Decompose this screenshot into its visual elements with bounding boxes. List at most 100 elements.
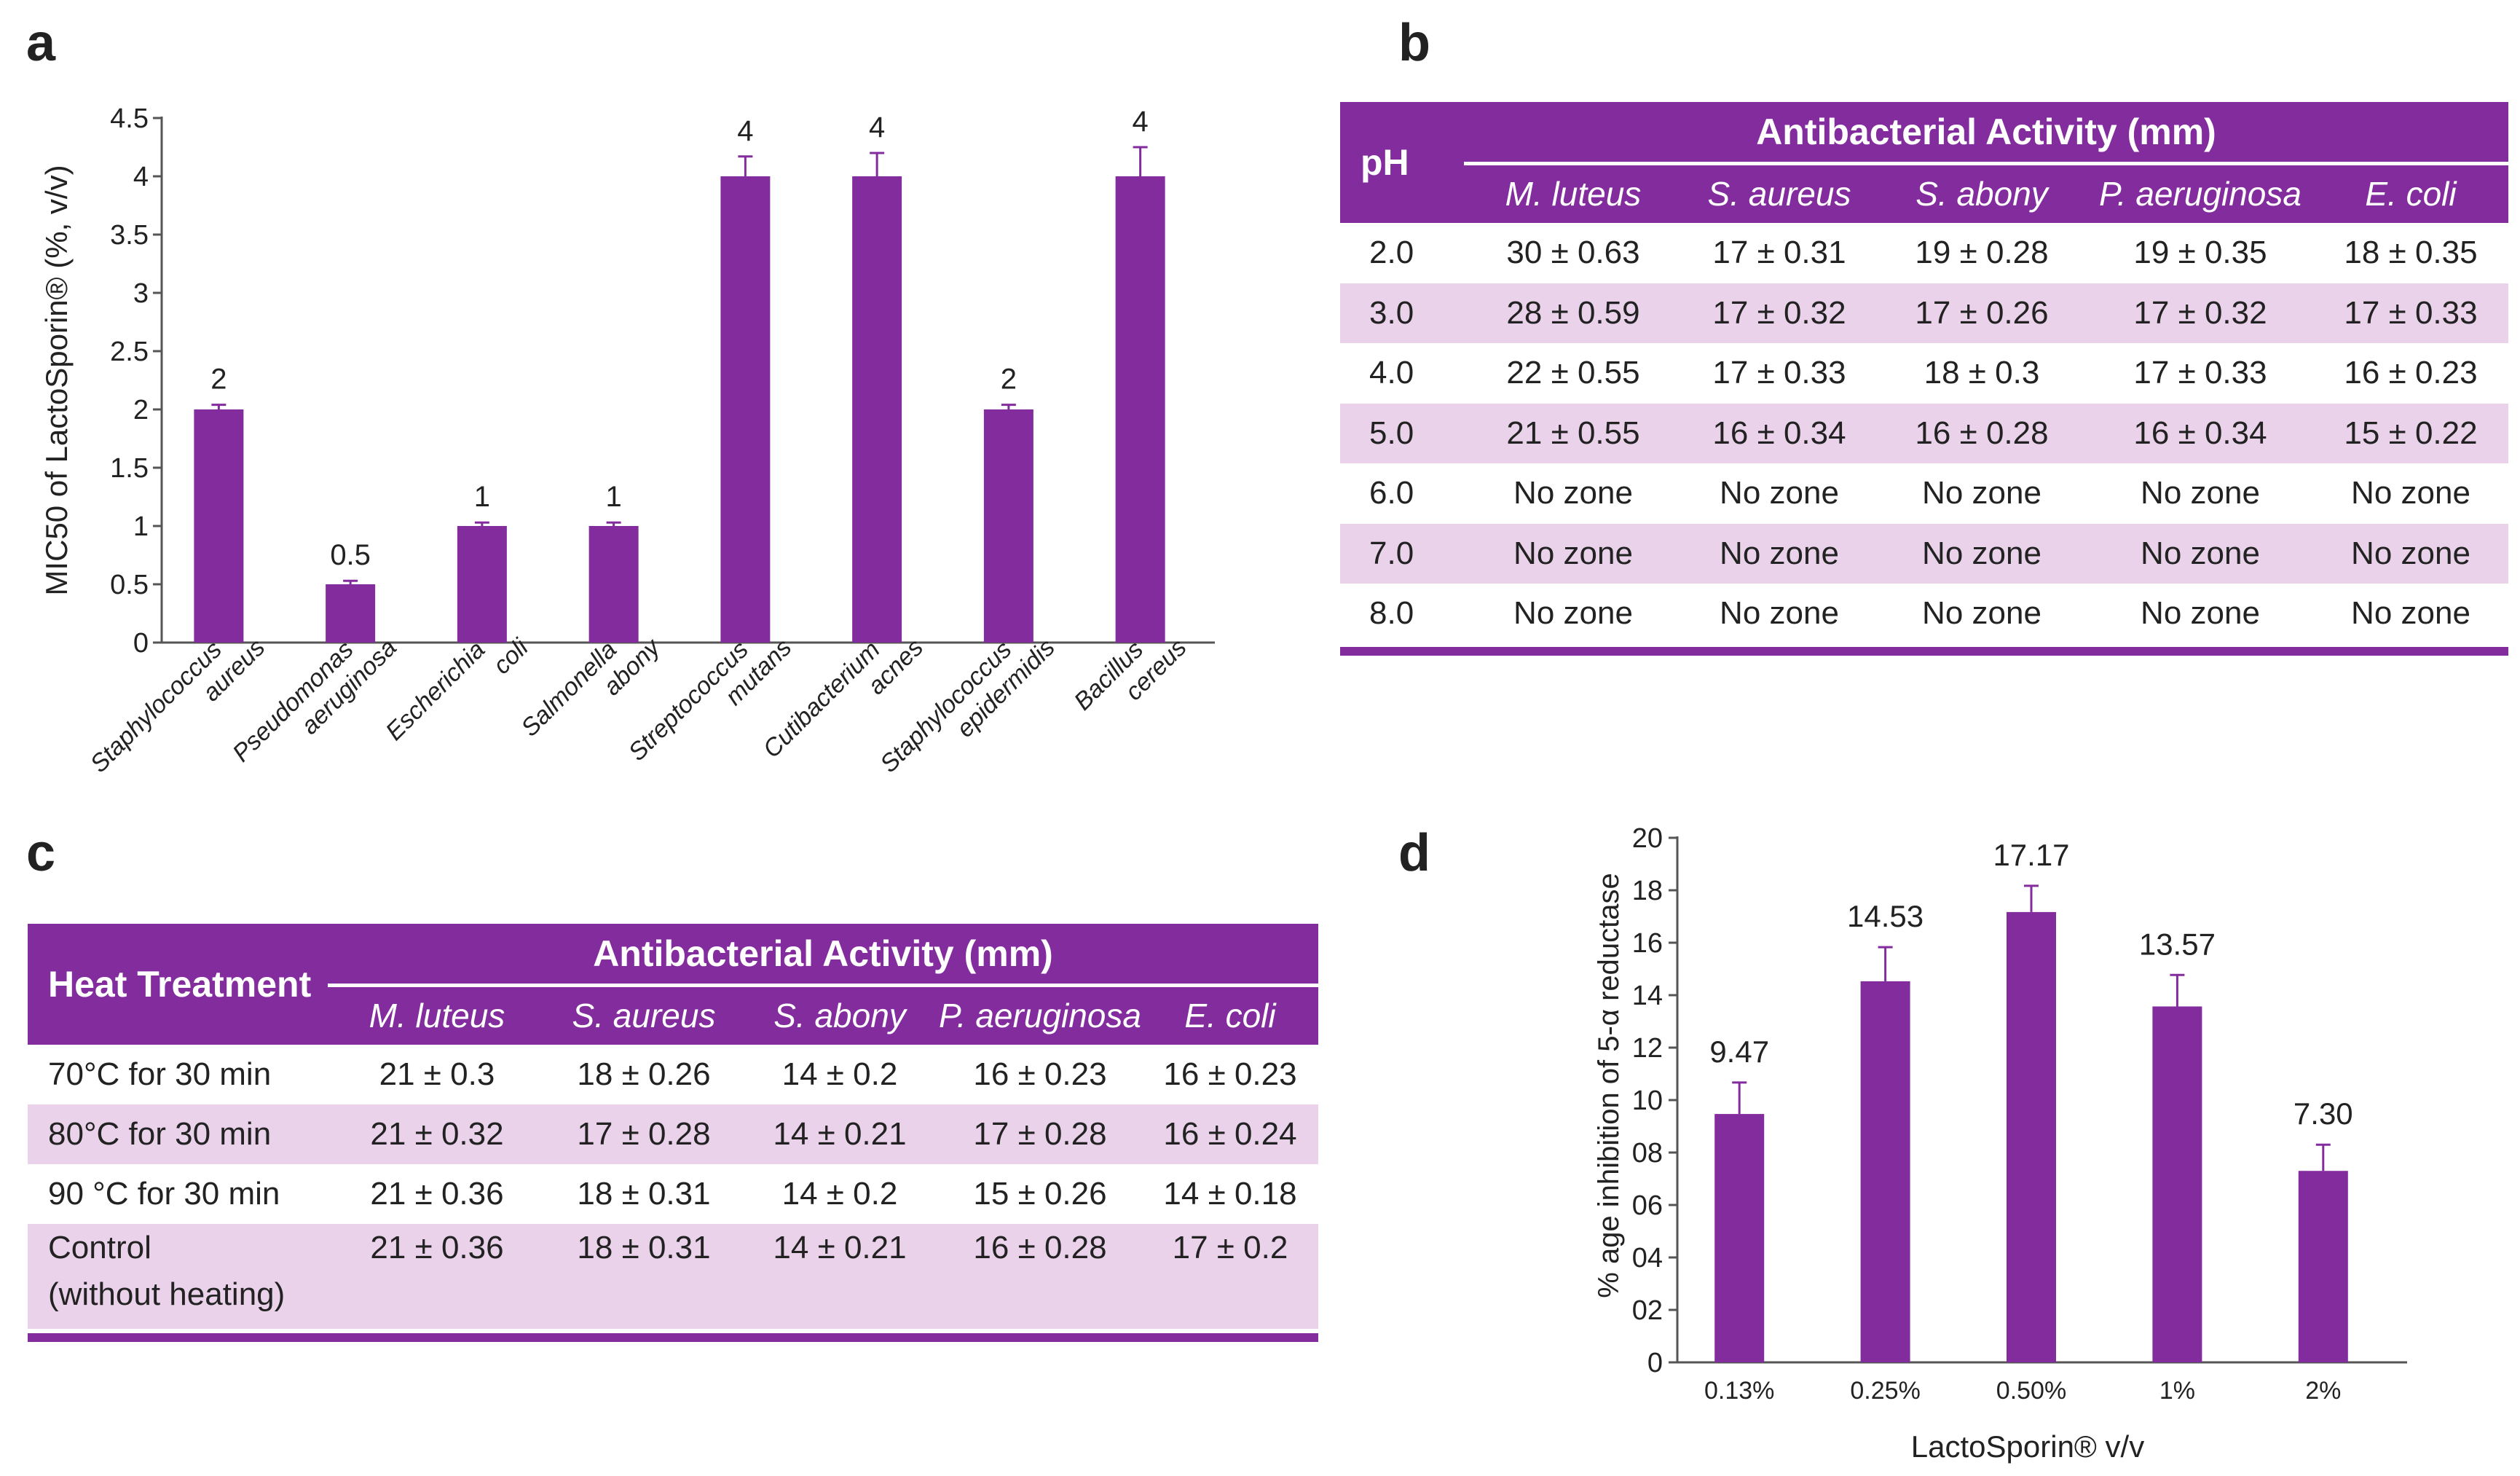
table-b-cell: 17 ± 0.33 [2344, 294, 2478, 331]
bar [1714, 1114, 1765, 1362]
table-c-col-header: S. aureus [572, 997, 716, 1035]
table-c-row: 70°C for 30 min 21 ± 0.3 18 ± 0.26 14 ± 0.2… [28, 1045, 1318, 1104]
table-c-title-header: Antibacterial Activity (mm) [328, 924, 1318, 987]
bar [2007, 911, 2056, 1362]
table-c-cell: 17 ± 0.28 [973, 1116, 1107, 1152]
y-tick-label: 02 [1632, 1295, 1663, 1326]
table-b-row: 6.0 No zone No zone No zone No zone No zone [1340, 463, 2508, 524]
table-c-cell: 16 ± 0.28 [973, 1230, 1107, 1265]
y-tick-label: 0.5 [110, 570, 149, 600]
table-b-cell: 17 ± 0.26 [1915, 294, 2049, 331]
table-c-cell: 14 ± 0.18 [1163, 1176, 1297, 1212]
bar [194, 409, 244, 643]
table-b-col-header: E. coli [2365, 175, 2457, 213]
panel-label-b: b [1398, 14, 1430, 72]
x-tick-label: 2% [2305, 1377, 2341, 1405]
table-b-cell: 28 ± 0.59 [1506, 294, 1640, 331]
table-c-cell: 18 ± 0.26 [577, 1056, 711, 1092]
table-b-cell: No zone [1922, 475, 2041, 511]
panel-label-c: c [26, 824, 56, 882]
data-label: 14.53 [1847, 899, 1924, 933]
table-b-cell: 15 ± 0.22 [2344, 415, 2478, 451]
y-tick-label: 4 [133, 162, 149, 192]
table-c-cell: 17 ± 0.28 [577, 1116, 711, 1152]
table-b-row: 8.0 No zone No zone No zone No zone No zone [1340, 584, 2508, 644]
table-b-cell: No zone [2351, 595, 2470, 632]
table-b-cell: No zone [2141, 475, 2260, 511]
bar [2152, 1006, 2202, 1362]
table-c-cell: 21 ± 0.36 [370, 1230, 504, 1265]
table-b-cell: 19 ± 0.35 [2133, 235, 2267, 271]
table-b-row-label: 4.0 [1369, 355, 1414, 391]
table-c-cell: 16 ± 0.23 [973, 1056, 1107, 1092]
table-c-cell: 14 ± 0.21 [773, 1230, 907, 1265]
y-tick-label: 1 [133, 511, 149, 542]
data-label: 4 [1133, 106, 1149, 138]
bar [1860, 981, 1910, 1362]
table-b-row: 7.0 No zone No zone No zone No zone No zone [1340, 523, 2508, 584]
table-b-cell: No zone [2141, 535, 2260, 571]
table-b-cell: No zone [2351, 475, 2470, 511]
table-b-bottom-rule [1340, 647, 2508, 656]
table-b-cell: 30 ± 0.63 [1506, 235, 1640, 271]
table-c-cell: 14 ± 0.2 [781, 1056, 898, 1092]
row-label-line: (without heating) [48, 1276, 286, 1312]
data-label: 0.5 [330, 539, 371, 571]
y-tick-label: 18 [1632, 876, 1663, 906]
panel-label-a: a [26, 14, 56, 72]
data-label: 4 [737, 115, 753, 147]
y-tick-label: 20 [1632, 823, 1663, 854]
table-c-row: 90 °C for 30 min 21 ± 0.36 18 ± 0.31 14 ± 0… [28, 1164, 1318, 1224]
table-b-cell: 17 ± 0.33 [2133, 355, 2267, 391]
table-b-cell: No zone [2351, 535, 2470, 571]
table-b-cell: 16 ± 0.34 [2133, 415, 2267, 451]
table-b-cell: 17 ± 0.31 [1712, 235, 1846, 271]
table-b-ph-activity: pH Antibacterial Activity (mm) M. luteus… [1340, 102, 2508, 644]
table-b-row-label: 7.0 [1369, 535, 1414, 571]
y-tick-label: 06 [1632, 1190, 1663, 1221]
table-b-cell: 18 ± 0.35 [2344, 235, 2478, 271]
table-c-cell: 21 ± 0.3 [379, 1056, 495, 1092]
y-tick-label: 08 [1632, 1138, 1663, 1169]
table-b-row: 4.0 22 ± 0.55 17 ± 0.33 18 ± 0.3 17 ± 0.33 16… [1340, 343, 2508, 404]
y-tick-label: 04 [1632, 1243, 1663, 1273]
table-b-row-label: 8.0 [1369, 595, 1414, 632]
x-tick-label: 0.25% [1850, 1377, 1920, 1405]
row-label-line: Control [48, 1230, 151, 1265]
table-b-cell: No zone [1513, 535, 1633, 571]
table-c-cell: 14 ± 0.2 [781, 1176, 898, 1212]
x-axis-label: LactoSporin® v/v [1911, 1429, 2144, 1464]
table-b-cell: No zone [1513, 595, 1633, 632]
table-c-cell: 14 ± 0.21 [773, 1116, 907, 1152]
table-b-cell: 22 ± 0.55 [1506, 355, 1640, 391]
y-tick-label: 16 [1632, 928, 1663, 959]
table-b-row: 3.0 28 ± 0.59 17 ± 0.32 17 ± 0.26 17 ± 0.32 1… [1340, 283, 2508, 343]
x-tick-label: 0.50% [1996, 1377, 2066, 1405]
table-b-col-header: S. aureus [1707, 175, 1851, 213]
table-b-corner-header: pH [1361, 142, 1409, 183]
chart-d-5a-reductase: 0 02 04 06 08 10 12 14 16 18 20% age inhibition of… [1593, 823, 2407, 1464]
y-tick-label: 4.5 [110, 103, 149, 134]
y-tick-label: 2 [133, 395, 149, 425]
y-axis-label: % age inhibition of 5-α reductase [1593, 873, 1625, 1298]
bar [720, 176, 771, 643]
table-b-title-header: Antibacterial Activity (mm) [1464, 102, 2508, 165]
bar [1115, 176, 1165, 643]
chart-a-mic50: 0 0.5 1 1.5 2 2.5 3 3.5 4 4.5 MIC50 of LactoSporin… [39, 103, 1215, 778]
data-label: 1 [606, 481, 622, 513]
y-tick-label: 3.5 [110, 220, 149, 251]
y-tick-label: 12 [1632, 1033, 1663, 1064]
table-c-cell: 16 ± 0.23 [1163, 1056, 1297, 1092]
y-tick-label: 3 [133, 278, 149, 309]
table-b-cell: 21 ± 0.55 [1506, 415, 1640, 451]
table-b-cell: No zone [1720, 595, 1839, 632]
data-label: 17.17 [1993, 838, 2069, 872]
y-tick-label: 2.5 [110, 337, 149, 367]
bar [2298, 1171, 2348, 1362]
y-tick-label: 1.5 [110, 453, 149, 484]
bar [983, 409, 1033, 643]
table-c-row: 80°C for 30 min 21 ± 0.32 17 ± 0.28 14 ± 0.… [28, 1104, 1318, 1164]
table-c-row: Control (without heating) 21 ± 0.36 18 ± 0.… [28, 1224, 1318, 1329]
data-label: 2 [1001, 364, 1017, 396]
table-b-cell: No zone [1922, 535, 2041, 571]
